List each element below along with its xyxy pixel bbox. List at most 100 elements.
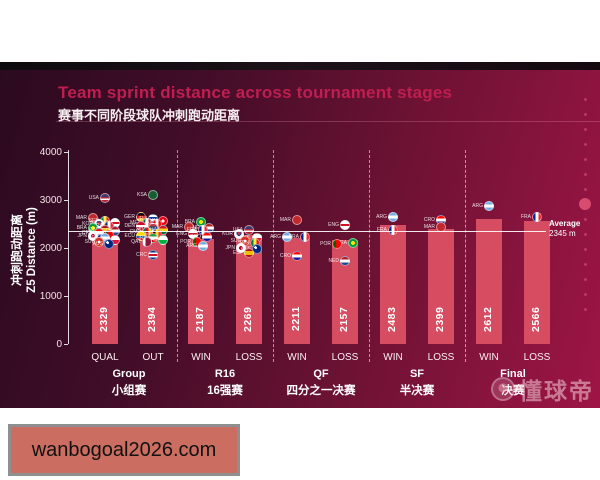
flag-code-label: URU bbox=[136, 215, 147, 222]
y-tick-label: 0 bbox=[56, 339, 62, 350]
bar-sf-loss bbox=[428, 228, 454, 344]
flag-code-label: FRA bbox=[521, 214, 531, 221]
flag-code-label: POR bbox=[180, 239, 191, 246]
bar-value-label: 2399 bbox=[434, 306, 446, 332]
flag-code-label: POL bbox=[98, 236, 109, 243]
flag-marker-esp bbox=[244, 247, 254, 258]
bar-value-label: 2483 bbox=[386, 306, 398, 332]
flag-code-label: ARG bbox=[270, 233, 281, 240]
stage-separator bbox=[465, 150, 466, 362]
y-tick-label: 1000 bbox=[39, 291, 62, 302]
flag-code-label: KOR bbox=[82, 221, 93, 227]
flag-code-label: CRO bbox=[279, 253, 291, 260]
category-label-win: WIN bbox=[191, 352, 211, 363]
decor-dot bbox=[583, 277, 587, 281]
decor-dot bbox=[583, 307, 587, 311]
average-line bbox=[68, 231, 546, 232]
category-label-loss: LOSS bbox=[427, 352, 455, 363]
stage-separator bbox=[273, 150, 274, 362]
logo-text: 懂球帝 bbox=[519, 378, 594, 404]
decor-dot bbox=[583, 187, 587, 191]
bar-group-qual bbox=[92, 232, 118, 344]
decor-dot bbox=[583, 292, 587, 296]
bar-sf-win bbox=[380, 224, 406, 344]
decor-dot bbox=[583, 157, 587, 161]
chart-subtitle-cn: 赛事不同阶段球队冲刺跑动距离 bbox=[58, 108, 241, 123]
decor-dot bbox=[583, 262, 587, 266]
chart-panel: Team sprint distance across tournament s… bbox=[0, 70, 600, 408]
flag-marker-ger bbox=[136, 211, 146, 222]
flag-code-label: ARG bbox=[376, 213, 387, 220]
decor-dot bbox=[583, 247, 587, 251]
flag-code-label: CRC bbox=[136, 252, 147, 259]
y-tick-mark bbox=[64, 344, 68, 345]
flag-code-label: FRA bbox=[377, 226, 387, 233]
dongqiudi-logo-watermark: 懂球帝 bbox=[491, 372, 594, 406]
bar-group-out bbox=[140, 229, 166, 344]
y-tick-mark bbox=[64, 248, 68, 249]
average-label: Average 2345 m bbox=[549, 219, 580, 240]
flag-code-label: ENG bbox=[176, 230, 187, 237]
flag-code-label: FRA bbox=[289, 233, 299, 240]
decor-dot bbox=[583, 112, 587, 116]
flag-code-label: BEL bbox=[141, 231, 151, 238]
category-label-win: WIN bbox=[383, 352, 403, 363]
average-label-text: Average bbox=[549, 219, 581, 228]
y-tick-label: 2000 bbox=[39, 243, 62, 254]
average-value-text: 2345 m bbox=[549, 229, 576, 239]
flag-marker-bra bbox=[348, 237, 358, 248]
y-tick-label: 3000 bbox=[39, 195, 62, 206]
flag-code-label: SRB bbox=[123, 225, 147, 231]
category-label-win: WIN bbox=[479, 352, 499, 363]
flag-code-label: SEN bbox=[75, 218, 99, 224]
decor-dot bbox=[583, 217, 587, 221]
category-label-out: OUT bbox=[142, 352, 164, 363]
y-tick-mark bbox=[64, 200, 68, 201]
flag-marker-fra bbox=[300, 231, 310, 242]
flag-code-label: CRO bbox=[69, 230, 93, 236]
flag-code-label: KSA bbox=[136, 192, 147, 199]
bar-value-label: 2329 bbox=[98, 306, 110, 332]
flag-marker-eng bbox=[340, 219, 350, 230]
bar-value-label: 2211 bbox=[290, 306, 302, 332]
decor-dot bbox=[583, 232, 587, 236]
flag-marker-mar bbox=[88, 213, 98, 224]
flag-marker-qat bbox=[142, 236, 152, 247]
bar-final-loss bbox=[524, 220, 550, 344]
flag-code-label: JPN bbox=[225, 245, 235, 251]
flag-code-label: USA bbox=[88, 194, 99, 201]
bar-final-win bbox=[476, 218, 502, 344]
stage-label-cn-qf: 四分之一决赛 bbox=[286, 385, 356, 397]
category-label-qual: QUAL bbox=[91, 352, 119, 363]
flag-code-label: JPN bbox=[77, 233, 87, 239]
bar-value-label: 2612 bbox=[482, 306, 494, 332]
flag-marker-cro bbox=[292, 251, 302, 262]
flag-code-label: SUI bbox=[230, 237, 239, 244]
flag-code-label: FRA bbox=[93, 222, 103, 229]
flag-code-label: NED bbox=[179, 225, 203, 231]
chart-title: Team sprint distance across tournament s… bbox=[58, 83, 453, 102]
flag-marker-ned bbox=[340, 256, 350, 267]
stage-separator bbox=[177, 150, 178, 362]
y-tick-mark bbox=[64, 152, 68, 153]
bar-value-label: 2566 bbox=[530, 306, 542, 332]
flag-code-label: BRA bbox=[76, 224, 87, 231]
football-icon bbox=[491, 377, 515, 401]
y-tick-label: 4000 bbox=[39, 147, 62, 158]
flag-code-label: CRO bbox=[177, 234, 201, 240]
top-margin bbox=[0, 0, 600, 62]
flag-marker-usa bbox=[100, 192, 110, 203]
flag-code-label: ARG bbox=[472, 202, 483, 209]
stage-label-cn-sf: 半决赛 bbox=[399, 385, 435, 397]
y-axis-line bbox=[68, 150, 69, 344]
stage-label-qf: QF bbox=[313, 368, 329, 380]
decor-dot bbox=[583, 172, 587, 176]
flag-marker-sui bbox=[94, 236, 104, 247]
flag-marker-fra bbox=[532, 212, 542, 223]
flag-marker-aus bbox=[104, 238, 114, 249]
flag-marker-arg bbox=[198, 241, 208, 252]
flag-marker-fra bbox=[388, 224, 398, 235]
flag-marker-kor bbox=[234, 229, 244, 240]
flag-code-label: ARG bbox=[88, 234, 99, 241]
stage-label-cn-group: 小组赛 bbox=[111, 385, 147, 397]
